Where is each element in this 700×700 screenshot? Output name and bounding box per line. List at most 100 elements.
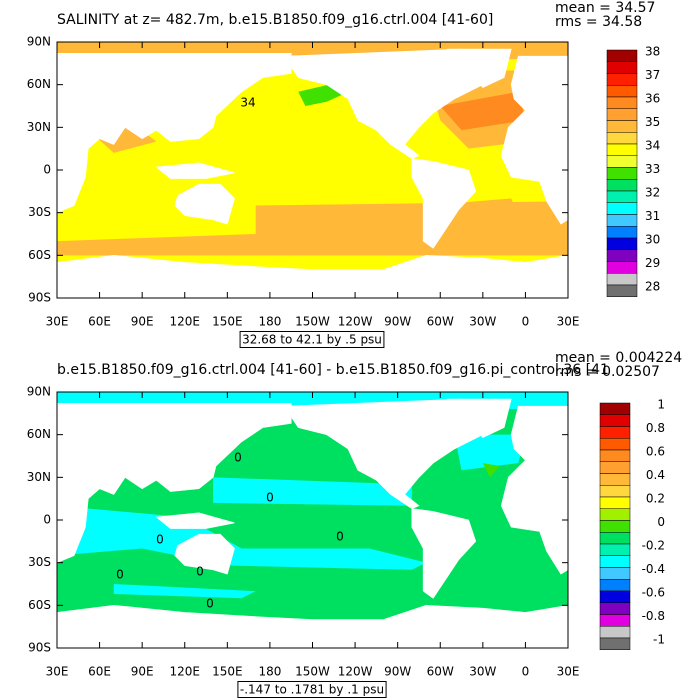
colorbar-label: 32 [645,186,660,200]
colorbar-label: 0.4 [646,468,665,482]
lat-label: 30N [27,120,51,134]
lat-label: 90S [28,291,51,305]
lon-label: 0 [522,665,530,679]
stat: rms = 0.02507 [555,364,660,380]
lon-label: 30W [469,315,496,329]
map-top [57,42,568,298]
colorbar-box [599,602,631,615]
colorbar-box [606,96,638,109]
colorbar-box [606,226,638,239]
lon-label: 60W [427,665,454,679]
lat-label: 30N [27,470,51,484]
colorbar-box [606,85,638,98]
footnote: 32.68 to 42.1 by .5 psu [242,333,382,347]
colorbar-box [599,426,631,439]
colorbar-box [599,579,631,592]
lon-label: 30E [557,665,580,679]
colorbar-box [606,49,638,62]
colorbar-box [606,132,638,145]
lat-label: 90S [28,641,51,655]
colorbar-box [599,449,631,462]
colorbar-label: 31 [645,209,660,223]
colorbar-box [599,461,631,474]
colorbar-box [606,167,638,180]
colorbar-box [606,214,638,227]
colorbar-box [599,555,631,568]
colorbar-box [599,508,631,521]
lon-label: 150E [212,315,243,329]
colorbar-box [599,473,631,486]
footnote: -.147 to .1781 by .1 psu [240,683,384,697]
colorbar-box [599,438,631,451]
colorbar-box [599,567,631,580]
colorbar-box [599,414,631,427]
lat-label: 90N [27,35,51,49]
colorbar-box [606,155,638,168]
lat-label: 60S [28,598,51,612]
lon-label: 90E [131,665,154,679]
colorbar-box [606,108,638,121]
colorbar-label: -0.2 [642,539,665,553]
lat-label: 60N [27,427,51,441]
colorbar-label: 34 [645,139,660,153]
stat: rms = 34.58 [555,14,642,30]
lon-label: 150W [295,315,330,329]
colorbar-box [606,61,638,74]
colorbar-label: 33 [645,162,660,176]
colorbar-box [599,496,631,509]
colorbar-label: 0.6 [646,445,665,459]
lat-label: 30S [28,205,51,219]
colorbar-box [599,485,631,498]
colorbar-label: 0 [657,515,665,529]
lon-label: 180 [258,665,281,679]
contour-label: 34 [240,96,255,110]
colorbar-label: 30 [645,233,660,247]
colorbar-label: 0.8 [646,421,665,435]
lat-label: 90N [27,385,51,399]
colorbar-label: 0.2 [646,492,665,506]
colorbar-label: 36 [645,92,660,106]
colorbar-box [599,626,631,639]
colorbar-box [606,237,638,250]
footnote-box [237,681,387,698]
contour-label: 0 [266,491,274,505]
lat-label: 60S [28,248,51,262]
lon-label: 90W [384,315,411,329]
colorbar-box [599,520,631,533]
lon-label: 120E [170,315,201,329]
contour-label: 0 [156,533,164,547]
stat: mean = 34.57 [555,0,655,16]
lon-label: 60W [427,315,454,329]
colorbar-box [599,543,631,556]
colorbar-box [606,261,638,274]
colorbar-label: 29 [645,256,660,270]
footnote-box [239,331,385,348]
lon-label: 30W [469,665,496,679]
lat-label: 60N [27,77,51,91]
colorbar-box [606,190,638,203]
colorbar-box [606,179,638,192]
colorbar-box [606,249,638,262]
lon-label: 30E [557,315,580,329]
colorbar-box [599,402,631,415]
lon-label: 60E [88,665,111,679]
lat-label: 0 [43,513,51,527]
colorbar-box [606,273,638,286]
panel-title: b.e15.B1850.f09_g16.ctrl.004 [41-60] - b… [57,362,609,378]
colorbar-box [606,120,638,133]
colorbar-label: 1 [657,398,665,412]
lon-label: 0 [522,315,530,329]
contour-label: 0 [196,565,204,579]
colorbar-label: 28 [645,280,660,294]
colorbar-label: -0.4 [642,562,665,576]
colorbar-label: -0.6 [642,586,665,600]
colorbar-box [606,73,638,86]
contour-label: 0 [116,568,124,582]
lon-label: 90E [131,315,154,329]
lon-label: 90W [384,665,411,679]
lat-label: 30S [28,555,51,569]
colorbar-box [606,284,638,297]
contour-label: 0 [336,530,344,544]
colorbar-box [599,637,631,650]
